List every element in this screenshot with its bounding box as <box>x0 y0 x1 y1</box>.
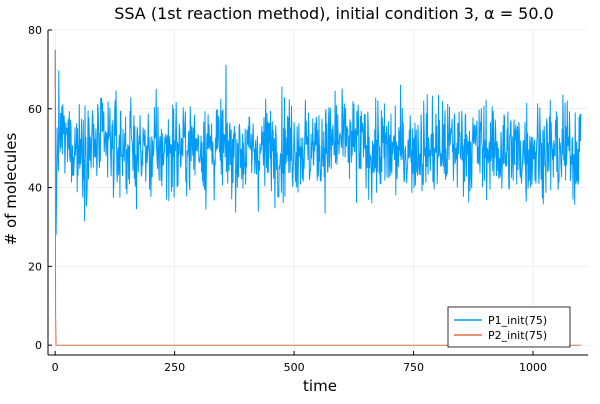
y-tick-label: 20 <box>28 260 42 273</box>
chart-title: SSA (1st reaction method), initial condi… <box>114 4 554 23</box>
legend-box <box>447 306 571 348</box>
legend-label: P1_init(75) <box>488 314 547 327</box>
y-tick-label: 0 <box>35 339 42 352</box>
y-tick-label: 40 <box>28 182 42 195</box>
axes <box>47 29 588 356</box>
legend: P1_init(75) P2_init(75) <box>447 306 571 348</box>
x-tick-label: 0 <box>52 361 59 374</box>
x-tick-label: 250 <box>164 361 185 374</box>
series-line-1 <box>54 49 582 236</box>
legend-label: P2_init(75) <box>488 329 547 342</box>
y-axis-title: # of molecules <box>2 132 20 245</box>
series-line-2 <box>54 49 581 346</box>
plot-area <box>54 49 582 346</box>
y-tick-label: 80 <box>28 24 42 37</box>
grid <box>48 29 588 355</box>
x-axis-title: time <box>303 377 337 395</box>
x-tick-label: 500 <box>284 361 305 374</box>
tick-labels: 0 250 500 750 1000 0 20 40 60 80 <box>28 24 547 374</box>
x-tick-label: 750 <box>403 361 424 374</box>
x-tick-label: 1000 <box>519 361 547 374</box>
y-tick-label: 60 <box>28 103 42 116</box>
